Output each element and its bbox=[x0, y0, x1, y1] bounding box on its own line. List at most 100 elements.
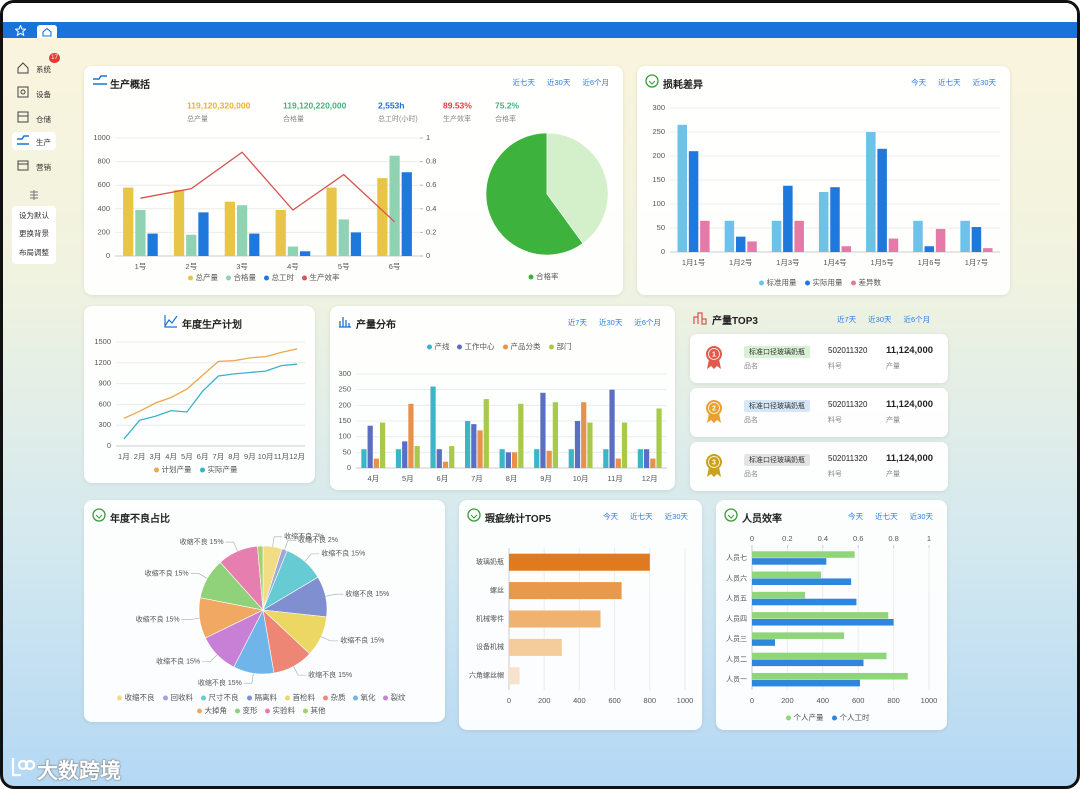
legend-label: 大掉角 bbox=[205, 705, 228, 715]
bar bbox=[752, 551, 855, 558]
kpi-label: 生产效率 bbox=[443, 114, 471, 123]
menu-item[interactable]: 生产 bbox=[36, 138, 51, 147]
kpi-value: 2,553h bbox=[378, 100, 404, 110]
panel-title: 人员效率 bbox=[742, 514, 782, 525]
bar bbox=[752, 571, 822, 579]
bar bbox=[436, 449, 442, 468]
y-tick-label: 200 bbox=[338, 400, 351, 409]
y2-tick-label: 0.2 bbox=[426, 227, 436, 236]
legend-label: 氧化 bbox=[361, 692, 376, 702]
legend-label: 隔离料 bbox=[255, 692, 278, 702]
y-tick-label: 300 bbox=[98, 420, 111, 429]
x-tick-label: 1月1号 bbox=[682, 258, 705, 267]
y-tick-label: 150 bbox=[652, 175, 665, 184]
bar bbox=[395, 449, 402, 468]
tab[interactable]: 近30天 bbox=[546, 78, 571, 87]
bar bbox=[299, 251, 311, 256]
medal-inner bbox=[708, 456, 720, 468]
panel-title: 瑕疵统计TOP5 bbox=[485, 514, 551, 525]
tabs: 今天 近七天 近30天 bbox=[911, 77, 996, 88]
menu-item[interactable]: 营销 bbox=[36, 163, 51, 172]
line-series bbox=[123, 363, 298, 440]
tabs: 近7天 近30天 近6个月 bbox=[837, 314, 930, 325]
y2-tick-label: 1 bbox=[426, 133, 430, 142]
chart: 收缩不良 7%收缩不良 2% 收缩不良 15% 收缩不良 15% 收缩不良 15% 收缩… bbox=[117, 532, 406, 715]
legend-label: 总产量 bbox=[196, 272, 219, 282]
medal-rank: 3 bbox=[712, 459, 716, 466]
field-label: 产量 bbox=[886, 363, 900, 370]
legend-swatch bbox=[200, 467, 205, 473]
tab[interactable]: 近7天 bbox=[837, 315, 857, 324]
label-leader bbox=[272, 536, 283, 547]
y-tick-label: 800 bbox=[97, 157, 110, 166]
tab[interactable]: 今天 bbox=[911, 78, 927, 87]
bar bbox=[700, 220, 710, 252]
y-tick-label: 200 bbox=[652, 151, 665, 160]
tabs: 今天 近七天 近30天 bbox=[848, 511, 933, 522]
legend-swatch bbox=[323, 695, 328, 701]
x-tick-label: 1月7号 bbox=[965, 258, 988, 267]
field-label: 品名 bbox=[744, 363, 758, 370]
bar bbox=[830, 187, 840, 252]
legend-swatch bbox=[265, 708, 270, 714]
x-tick-label: 1月5号 bbox=[870, 258, 893, 267]
x2-tick-label: 0.4 bbox=[818, 534, 828, 543]
kpi-label: 合格率 bbox=[495, 114, 516, 123]
tab[interactable]: 近30天 bbox=[598, 318, 623, 327]
bar bbox=[509, 582, 622, 600]
legend-label: 差异数 bbox=[859, 277, 882, 287]
y-tick-label: 设备机械 bbox=[476, 642, 504, 651]
tab[interactable]: 近30天 bbox=[868, 315, 892, 324]
x-tick-label: 1月 bbox=[118, 452, 130, 461]
y-tick-label: 100 bbox=[338, 432, 351, 441]
tab[interactable]: 近6个月 bbox=[634, 318, 661, 327]
watermark-logo bbox=[11, 758, 36, 777]
field-label: 产量 bbox=[886, 471, 900, 478]
tab[interactable]: 近30天 bbox=[972, 78, 996, 87]
tab[interactable]: 近七天 bbox=[512, 78, 535, 87]
tab[interactable]: 近七天 bbox=[630, 512, 653, 521]
action-button[interactable]: 设为默认 bbox=[19, 211, 49, 220]
bar bbox=[287, 246, 299, 256]
action-button[interactable]: 更换背景 bbox=[19, 229, 49, 238]
bar bbox=[752, 672, 908, 680]
menu-item[interactable]: 系统 bbox=[36, 65, 51, 74]
product-code: 502011320 bbox=[828, 454, 868, 463]
data-label: 收缩不良 15% bbox=[156, 657, 200, 666]
kpi-value: 119,120,320,000 bbox=[187, 100, 251, 110]
tab[interactable]: 近7天 bbox=[567, 318, 587, 327]
legend-label: 实验料 bbox=[273, 705, 296, 715]
y-tick-label: 250 bbox=[338, 385, 351, 394]
label-leader bbox=[243, 673, 254, 684]
menu-item[interactable]: 设备 bbox=[36, 90, 51, 99]
menu-item[interactable]: 仓储 bbox=[36, 115, 51, 124]
action-button[interactable]: 布局调整 bbox=[19, 248, 49, 257]
legend-swatch bbox=[235, 708, 240, 714]
rank-card: 1 标准口径玻璃奶瓶 品名 502011320 料号 11,124,000 产量 bbox=[690, 334, 948, 383]
tab[interactable]: 近七天 bbox=[875, 512, 898, 521]
tab[interactable]: 近30天 bbox=[664, 512, 688, 521]
y-tick-label: 400 bbox=[97, 204, 110, 213]
bar bbox=[888, 238, 899, 252]
tab[interactable]: 今天 bbox=[848, 512, 864, 521]
legend-label: 产品分类 bbox=[511, 341, 541, 351]
legend-swatch bbox=[285, 695, 290, 701]
legend-label: 尺寸不良 bbox=[209, 692, 239, 702]
product-tag: 标准口径玻璃奶瓶 bbox=[744, 400, 810, 412]
x-tick-label: 4月 bbox=[367, 474, 379, 483]
field-label: 产量 bbox=[886, 417, 900, 424]
tab[interactable]: 今天 bbox=[603, 512, 619, 521]
x-tick-label: 6月 bbox=[437, 474, 449, 483]
label-leader bbox=[321, 636, 339, 642]
data-label: 收缩不良 15% bbox=[136, 614, 180, 623]
legend-swatch bbox=[457, 344, 462, 350]
tab[interactable]: 近6个月 bbox=[903, 315, 931, 324]
legend-label: 收缩不良 bbox=[125, 692, 155, 702]
tab[interactable]: 近6个月 bbox=[582, 78, 609, 87]
settings-icon[interactable] bbox=[28, 189, 40, 201]
star-icon[interactable] bbox=[15, 25, 26, 36]
home-tab[interactable] bbox=[37, 25, 57, 38]
tab[interactable]: 近30天 bbox=[909, 512, 933, 521]
tab[interactable]: 近七天 bbox=[938, 78, 961, 87]
